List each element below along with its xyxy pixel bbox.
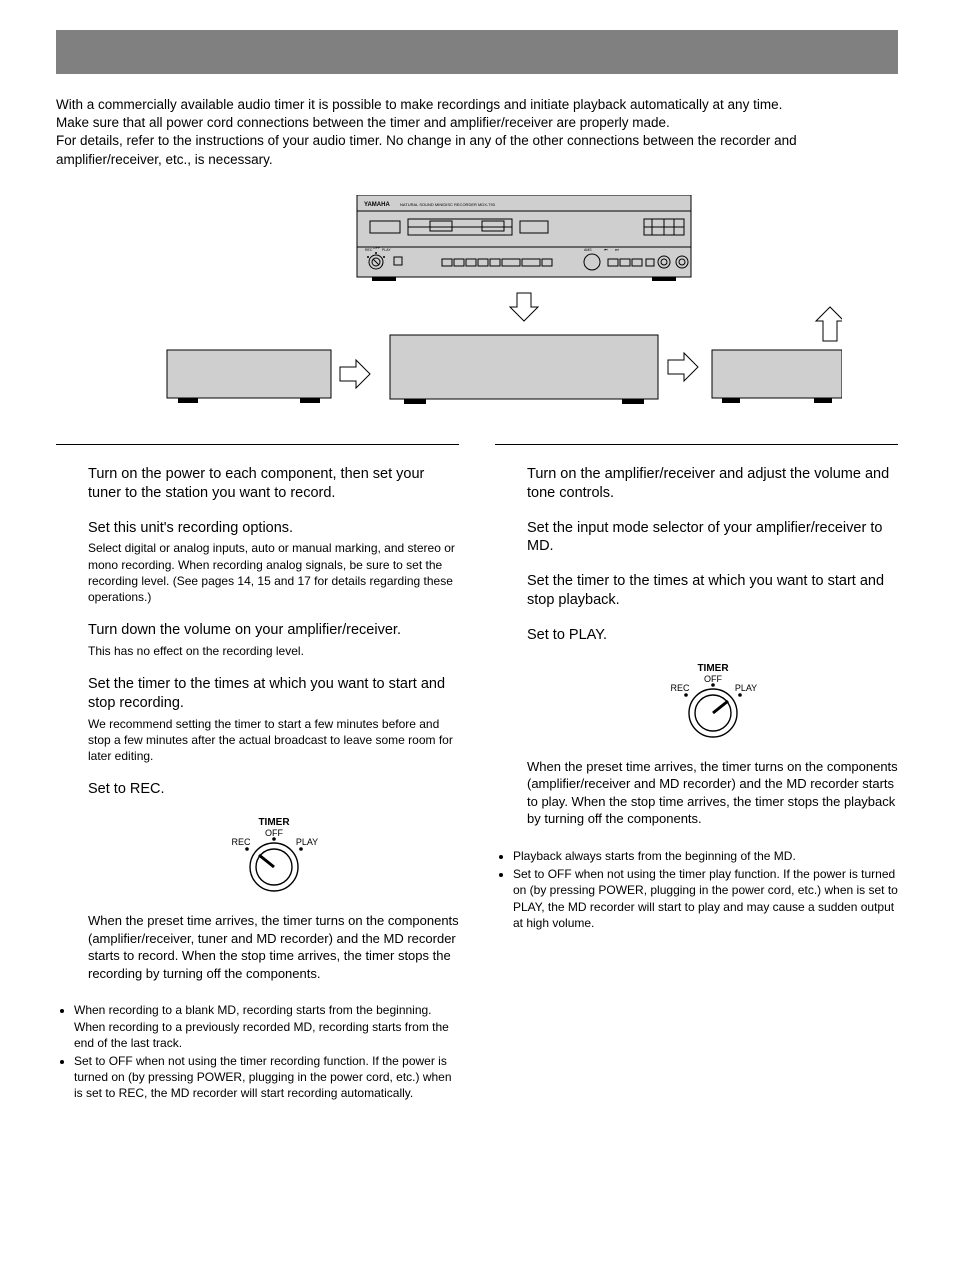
step-head: Set the input mode selector of your ampl…	[527, 519, 898, 557]
timer-knob-rec: TIMER OFF REC PLAY	[56, 815, 459, 898]
amplifier-box	[390, 335, 658, 399]
md-recorder-unit: YAMAHA NATURAL SOUND MINIDISC RECORDER M…	[357, 195, 691, 277]
up-arrow-icon	[816, 307, 842, 341]
step-head: Set the timer to the times at which you …	[88, 675, 459, 713]
note-item: Set to OFF when not using the timer reco…	[74, 1053, 459, 1102]
right-step-4: Set to PLAY.	[495, 626, 898, 645]
right-step-1: Turn on the amplifier/receiver and adjus…	[495, 465, 898, 503]
model-label: NATURAL SOUND MINIDISC RECORDER MDX-793	[400, 202, 496, 207]
svg-text:⏭: ⏭	[615, 247, 619, 252]
step-head: Turn on the amplifier/receiver and adjus…	[527, 465, 898, 503]
svg-text:REC: REC	[670, 683, 690, 693]
left-notes: When recording to a blank MD, recording …	[56, 1002, 459, 1101]
right-arrow-2-icon	[668, 353, 698, 381]
diagram-svg: YAMAHA NATURAL SOUND MINIDISC RECORDER M…	[112, 195, 842, 409]
svg-text:AMS: AMS	[584, 248, 592, 252]
step-head: Set this unit's recording options.	[88, 519, 459, 538]
timer-playback-column: Turn on the amplifier/receiver and adjus…	[495, 444, 898, 1104]
svg-text:REC: REC	[365, 248, 373, 252]
svg-text:PLAY: PLAY	[734, 683, 756, 693]
step-sub: Select digital or analog inputs, auto or…	[88, 540, 459, 605]
left-result: When the preset time arrives, the timer …	[56, 912, 459, 982]
step-head: Turn down the volume on your amplifier/r…	[88, 621, 459, 640]
two-columns: Turn on the power to each component, the…	[56, 444, 898, 1104]
step-head: Turn on the power to each component, the…	[88, 465, 459, 503]
intro-line-1: With a commercially available audio time…	[56, 96, 898, 114]
svg-text:TIMER: TIMER	[258, 817, 290, 828]
svg-text:OFF: OFF	[373, 246, 380, 250]
note-item: When recording to a blank MD, recording …	[74, 1002, 459, 1051]
note-item: Set to OFF when not using the timer play…	[513, 866, 898, 931]
step-head: Set to REC.	[88, 780, 459, 799]
step-sub: We recommend setting the timer to start …	[88, 716, 459, 765]
left-step-1: Turn on the power to each component, the…	[56, 465, 459, 503]
step-head: Set to PLAY.	[527, 626, 898, 645]
left-step-3: Turn down the volume on your amplifier/r…	[56, 621, 459, 659]
right-step-3: Set the timer to the times at which you …	[495, 572, 898, 610]
intro-line-2: Make sure that all power cord connection…	[56, 114, 898, 132]
intro-line-3: For details, refer to the instructions o…	[56, 132, 898, 168]
svg-text:PLAY: PLAY	[295, 837, 317, 847]
right-result: When the preset time arrives, the timer …	[495, 758, 898, 828]
right-notes: Playback always starts from the beginnin…	[495, 848, 898, 931]
svg-text:TIMER: TIMER	[697, 663, 729, 674]
svg-text:OFF: OFF	[704, 674, 722, 684]
left-step-5: Set to REC.	[56, 780, 459, 799]
timer-recording-column: Turn on the power to each component, the…	[56, 444, 459, 1104]
svg-text:REC: REC	[231, 837, 251, 847]
svg-text:PLAY: PLAY	[382, 248, 391, 252]
right-step-2: Set the input mode selector of your ampl…	[495, 519, 898, 557]
header-bar	[56, 30, 898, 74]
connection-diagram: YAMAHA NATURAL SOUND MINIDISC RECORDER M…	[56, 195, 898, 414]
down-arrow-icon	[510, 293, 538, 321]
knob-rec-svg: TIMER OFF REC PLAY	[219, 815, 329, 893]
note-item: Playback always starts from the beginnin…	[513, 848, 898, 864]
knob-play-svg: TIMER OFF REC PLAY	[658, 661, 768, 739]
step-head: Set the timer to the times at which you …	[527, 572, 898, 610]
timer-knob-play: TIMER OFF REC PLAY	[495, 661, 898, 744]
right-arrow-1-icon	[340, 360, 370, 388]
left-step-4: Set the timer to the times at which you …	[56, 675, 459, 764]
brand-label: YAMAHA	[364, 202, 390, 208]
left-step-2: Set this unit's recording options. Selec…	[56, 519, 459, 606]
step-sub: This has no effect on the recording leve…	[88, 643, 459, 659]
page: With a commercially available audio time…	[0, 0, 954, 1144]
svg-text:OFF: OFF	[265, 828, 283, 838]
svg-text:⏮: ⏮	[604, 247, 608, 252]
intro-text: With a commercially available audio time…	[56, 96, 898, 169]
tuner-box	[167, 350, 331, 398]
timer-box	[712, 350, 842, 398]
